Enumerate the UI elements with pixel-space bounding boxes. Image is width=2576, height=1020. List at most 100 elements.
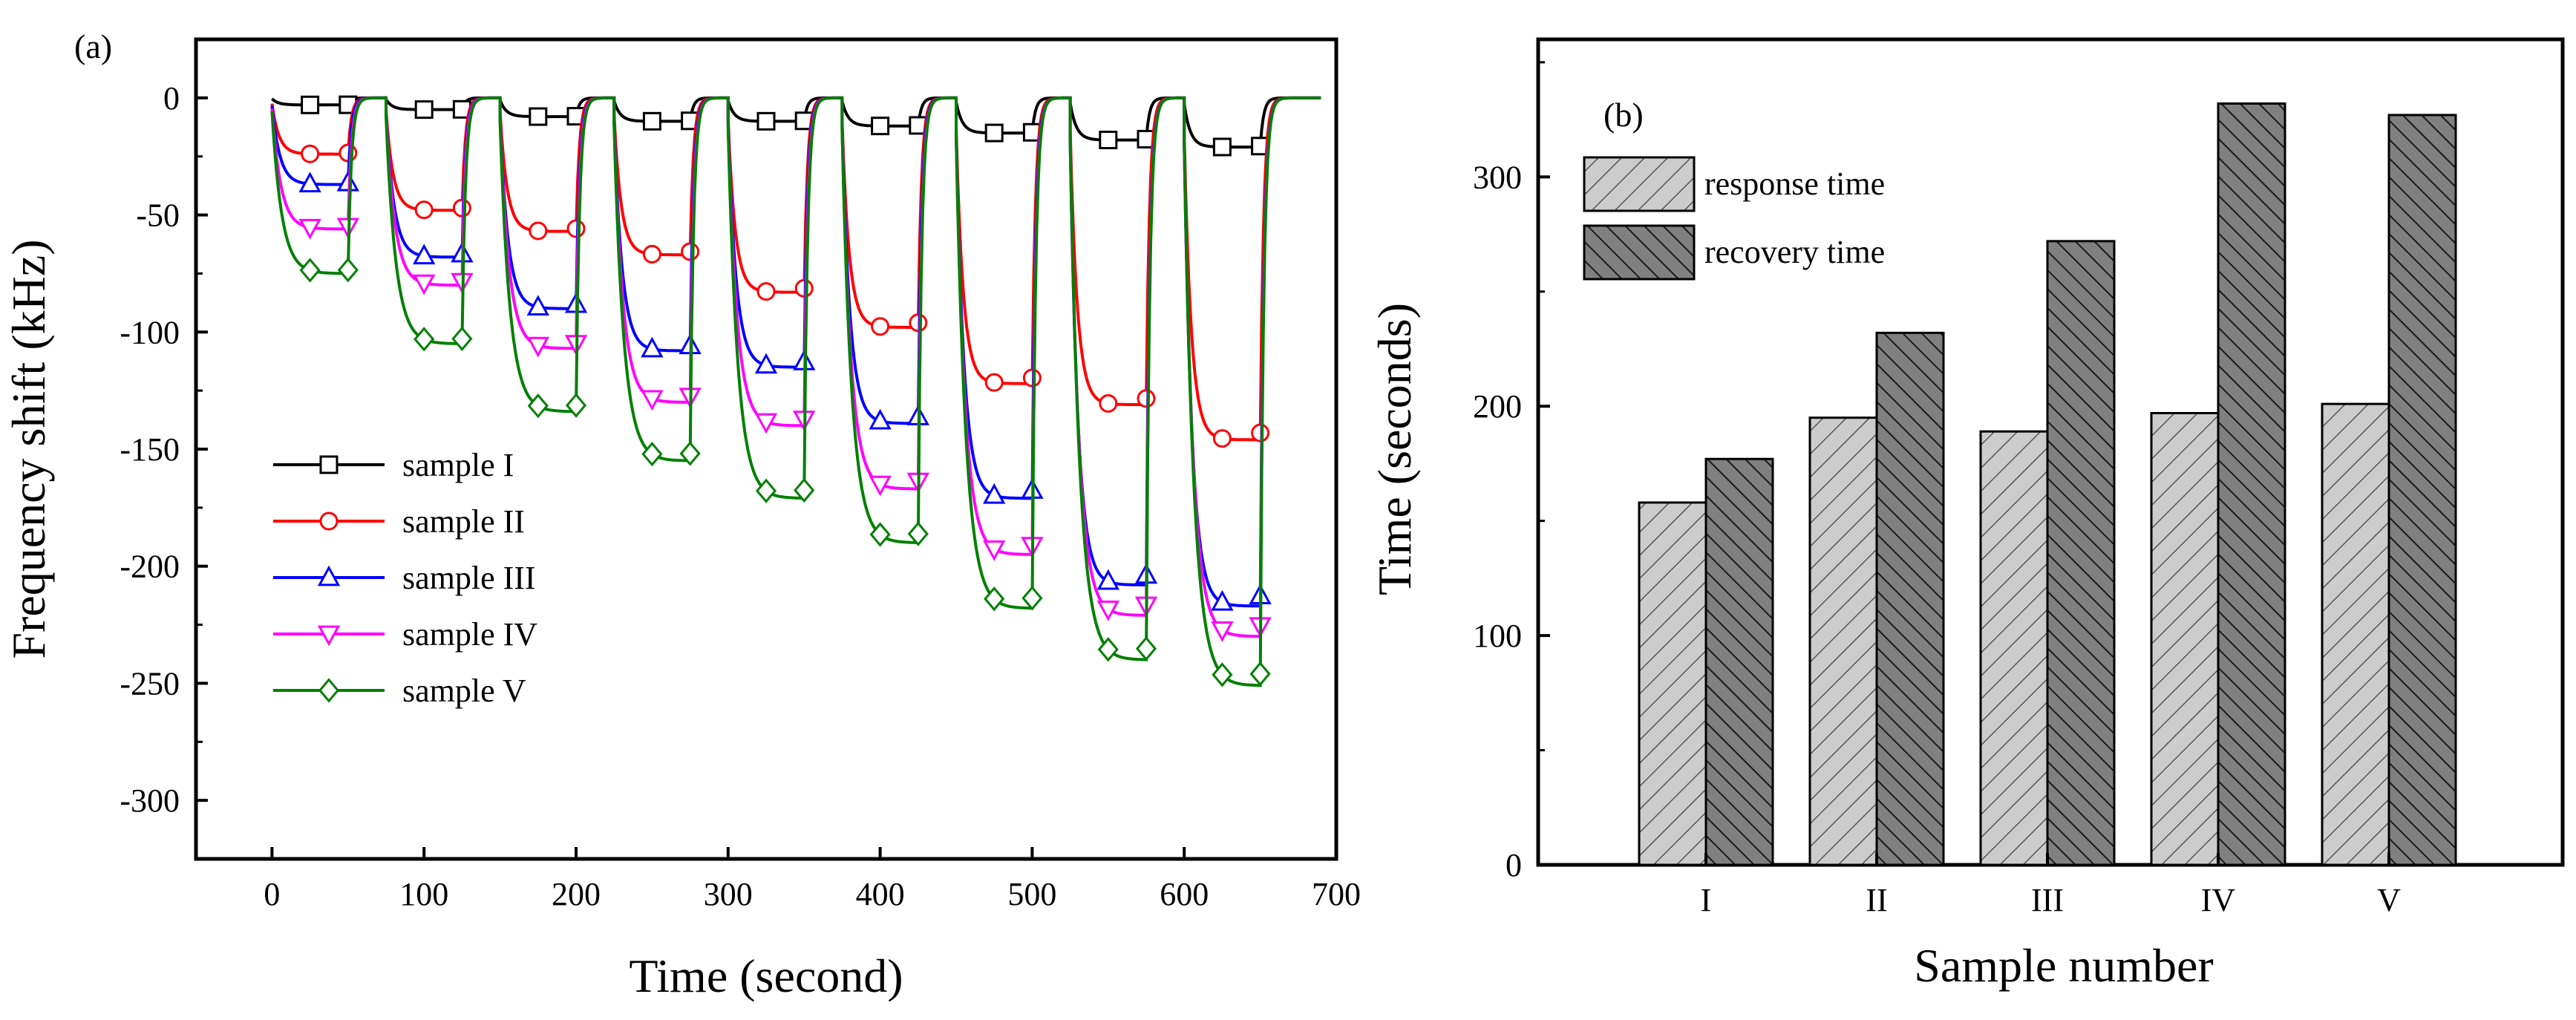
- data-point-sample-v: [299, 258, 321, 283]
- panel-b-x-tick-label: III: [2031, 882, 2064, 918]
- data-point-sample-iii: [1211, 589, 1234, 611]
- data-point-sample-i: [414, 100, 434, 120]
- data-point-sample-ii: [681, 242, 700, 261]
- panel-a-y-tick-label: -150: [120, 431, 180, 468]
- panel-b-y-ticks: 0 100 200 300: [1473, 61, 1550, 883]
- data-point-sample-v: [337, 258, 359, 283]
- legend-label-sample-ii: sample II: [402, 503, 525, 540]
- data-point-sample-ii: [1099, 393, 1118, 413]
- panel-b-label: (b): [1604, 96, 1644, 134]
- panel-b-y-tick-label: 0: [1506, 847, 1522, 883]
- data-point-sample-v: [413, 327, 435, 352]
- panel-a-series-group: [270, 95, 1321, 687]
- data-point-sample-iii: [869, 408, 892, 430]
- data-point-sample-v: [641, 442, 663, 467]
- data-point-sample-iv: [1211, 621, 1234, 642]
- bar-response-time: [1808, 416, 1878, 866]
- panel-a-x-tick-label: 600: [1160, 876, 1209, 912]
- bar-recovery-time: [2046, 240, 2116, 866]
- data-point-sample-iii: [413, 243, 436, 265]
- panel-b-y-tick-label: 300: [1473, 159, 1522, 195]
- data-point-sample-v: [984, 586, 1005, 612]
- legend-marker-sample-iv: [317, 625, 341, 647]
- panel-a-y-tick-label: -300: [120, 782, 180, 819]
- data-point-sample-iii: [754, 353, 778, 374]
- panel-a-x-ticks: 0 100 200 300 400 500 600 700: [264, 847, 1361, 912]
- data-point-sample-v: [1135, 636, 1157, 661]
- data-point-sample-v: [451, 326, 473, 352]
- data-point-sample-v: [755, 478, 777, 503]
- panel-a-y-tick-label: -50: [136, 197, 180, 234]
- panel-b-x-tick-label: I: [1701, 882, 1712, 918]
- panel-b-x-axis-label: Sample number: [1914, 939, 2213, 992]
- panel-a-y-ticks: 0 -50 -100 -150 -200 -250 -300: [120, 38, 208, 819]
- data-point-sample-iii: [298, 171, 321, 193]
- panel-a-x-tick-label: 0: [264, 876, 280, 912]
- data-point-sample-i: [642, 111, 661, 131]
- data-point-sample-iv: [869, 475, 892, 497]
- data-point-sample-iv: [983, 540, 1006, 561]
- panel-a-y-tick-label: -250: [120, 665, 180, 702]
- data-point-sample-iii: [641, 336, 664, 358]
- series-line-sample-ii: [270, 96, 1321, 442]
- data-point-sample-v: [1249, 661, 1271, 687]
- data-point-sample-ii: [642, 244, 661, 264]
- legend-marker-sample-v: [318, 678, 340, 703]
- data-point-sample-v: [794, 477, 815, 503]
- data-point-sample-i: [871, 117, 890, 136]
- data-point-sample-ii: [871, 317, 890, 336]
- panel-b-y-tick-label: 100: [1473, 618, 1522, 654]
- data-point-sample-iv: [754, 413, 778, 434]
- data-point-sample-iv: [526, 336, 549, 358]
- data-point-sample-v: [1212, 662, 1233, 687]
- data-point-sample-v: [869, 522, 891, 547]
- panel-a-x-tick-label: 200: [552, 876, 601, 912]
- legend-marker-sample-iii: [317, 565, 341, 586]
- data-point-sample-iv: [641, 390, 664, 411]
- series-line-sample-v: [270, 96, 1321, 687]
- data-point-sample-iii: [526, 295, 549, 316]
- panel-b-x-tick-label: II: [1866, 882, 1887, 918]
- data-point-sample-i: [529, 107, 548, 126]
- panel-a-y-tick-label: -200: [120, 549, 180, 585]
- data-point-sample-v: [527, 393, 549, 419]
- data-point-sample-ii: [301, 144, 320, 163]
- data-point-sample-ii: [414, 200, 434, 220]
- panel-a-x-tick-label: 400: [856, 876, 905, 912]
- panel-b-x-tick-label: IV: [2201, 882, 2236, 918]
- data-point-sample-iv: [1096, 600, 1119, 621]
- legend-marker-sample-ii: [319, 511, 339, 531]
- legend-label-recovery-time: recovery time: [1704, 234, 1885, 270]
- data-point-sample-ii: [1137, 389, 1156, 408]
- legend-swatch-recovery-time: [1583, 224, 1696, 281]
- legend-label-sample-iv: sample IV: [402, 616, 537, 653]
- data-point-sample-ii: [1212, 429, 1232, 448]
- bar-recovery-time: [1704, 457, 1774, 866]
- data-point-sample-i: [1099, 131, 1118, 150]
- panel-a-y-tick-label: 0: [163, 80, 180, 117]
- bar-response-time: [1979, 430, 2049, 866]
- data-point-sample-i: [756, 111, 776, 131]
- panel-b-x-tick-label: V: [2377, 882, 2401, 918]
- bar-recovery-time: [2217, 102, 2286, 866]
- data-point-sample-iv: [413, 274, 436, 295]
- panel-a-x-tick-label: 700: [1312, 876, 1361, 912]
- legend-label-response-time: response time: [1704, 166, 1885, 202]
- panel-a-legend: sample I sample II sample III sample IV samp…: [273, 447, 537, 709]
- data-point-sample-v: [907, 521, 929, 546]
- legend-label-sample-iii: sample III: [402, 560, 536, 596]
- legend-marker-sample-i: [319, 455, 339, 474]
- legend-swatch-response-time: [1583, 156, 1696, 212]
- data-point-sample-iii: [1096, 569, 1119, 590]
- bar-recovery-time: [2387, 114, 2457, 866]
- legend-label-sample-i: sample I: [402, 447, 514, 483]
- data-point-sample-v: [1097, 637, 1119, 662]
- data-point-sample-iii: [983, 483, 1006, 504]
- data-point-sample-ii: [529, 221, 548, 241]
- panel-a-line-chart: (a) 0 100 200 300 400 500 600 700 0 -50 -100 -150 -…: [2, 27, 1361, 1002]
- data-point-sample-i: [301, 95, 320, 114]
- panel-a-label: (a): [74, 27, 112, 65]
- data-point-sample-i: [1212, 137, 1232, 157]
